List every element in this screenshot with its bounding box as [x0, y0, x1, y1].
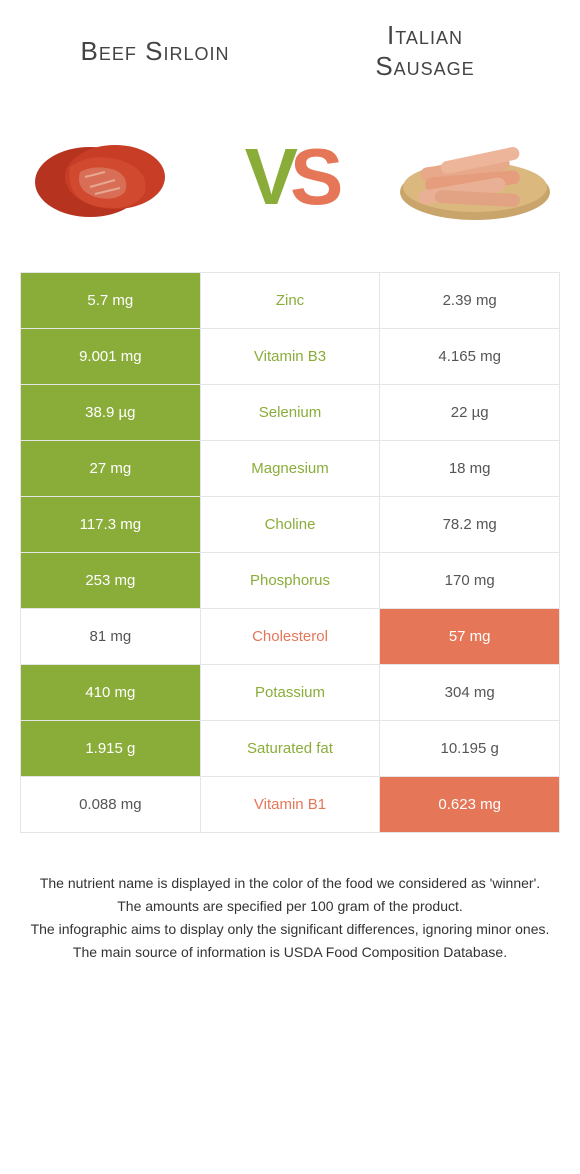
table-row: 27 mgMagnesium18 mg [21, 440, 559, 496]
beef-sirloin-image [20, 122, 190, 232]
value-right: 78.2 mg [380, 497, 559, 552]
hero-row: VS [0, 92, 580, 272]
value-right: 57 mg [380, 609, 559, 664]
value-right: 10.195 g [380, 721, 559, 776]
title-right-line1: Italian [387, 20, 463, 50]
table-row: 5.7 mgZinc2.39 mg [21, 272, 559, 328]
value-left: 0.088 mg [21, 777, 200, 832]
value-left: 38.9 µg [21, 385, 200, 440]
value-right: 22 µg [380, 385, 559, 440]
nutrient-name: Magnesium [200, 441, 381, 496]
title-right-line2: Sausage [375, 51, 474, 81]
value-left: 1.915 g [21, 721, 200, 776]
table-row: 117.3 mgCholine78.2 mg [21, 496, 559, 552]
value-right: 304 mg [380, 665, 559, 720]
vs-s: S [290, 131, 335, 223]
table-row: 38.9 µgSelenium22 µg [21, 384, 559, 440]
nutrient-name: Phosphorus [200, 553, 381, 608]
value-right: 2.39 mg [380, 273, 559, 328]
value-left: 81 mg [21, 609, 200, 664]
table-row: 253 mgPhosphorus170 mg [21, 552, 559, 608]
value-left: 253 mg [21, 553, 200, 608]
title-left: Beef Sirloin [20, 36, 290, 67]
footer-line: The infographic aims to display only the… [30, 919, 550, 940]
table-row: 1.915 gSaturated fat10.195 g [21, 720, 559, 776]
nutrient-table: 5.7 mgZinc2.39 mg9.001 mgVitamin B34.165… [20, 272, 560, 833]
vs-v: V [245, 131, 290, 223]
title-right: Italian Sausage [290, 20, 560, 82]
footer-line: The amounts are specified per 100 gram o… [30, 896, 550, 917]
value-left: 410 mg [21, 665, 200, 720]
nutrient-name: Zinc [200, 273, 381, 328]
vs-label: VS [245, 131, 336, 223]
footer-notes: The nutrient name is displayed in the co… [0, 833, 580, 963]
nutrient-name: Vitamin B1 [200, 777, 381, 832]
nutrient-name: Cholesterol [200, 609, 381, 664]
value-left: 5.7 mg [21, 273, 200, 328]
table-row: 81 mgCholesterol57 mg [21, 608, 559, 664]
value-left: 27 mg [21, 441, 200, 496]
value-left: 9.001 mg [21, 329, 200, 384]
footer-line: The nutrient name is displayed in the co… [30, 873, 550, 894]
nutrient-name: Saturated fat [200, 721, 381, 776]
nutrient-name: Potassium [200, 665, 381, 720]
value-right: 18 mg [380, 441, 559, 496]
nutrient-name: Selenium [200, 385, 381, 440]
value-right: 4.165 mg [380, 329, 559, 384]
value-right: 170 mg [380, 553, 559, 608]
table-row: 0.088 mgVitamin B10.623 mg [21, 776, 559, 832]
footer-line: The main source of information is USDA F… [30, 942, 550, 963]
nutrient-name: Vitamin B3 [200, 329, 381, 384]
table-row: 9.001 mgVitamin B34.165 mg [21, 328, 559, 384]
italian-sausage-image [390, 122, 560, 232]
header: Beef Sirloin Italian Sausage [0, 0, 580, 92]
value-right: 0.623 mg [380, 777, 559, 832]
nutrient-name: Choline [200, 497, 381, 552]
value-left: 117.3 mg [21, 497, 200, 552]
table-row: 410 mgPotassium304 mg [21, 664, 559, 720]
